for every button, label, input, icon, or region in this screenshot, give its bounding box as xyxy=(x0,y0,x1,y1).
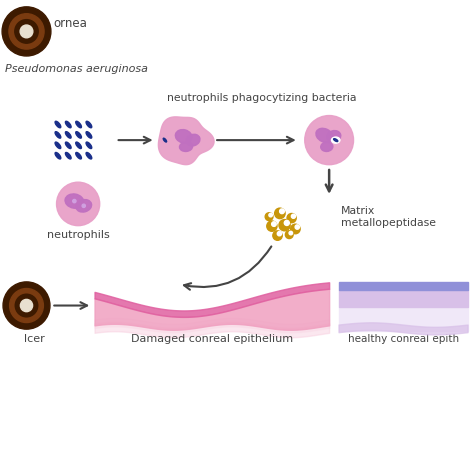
Circle shape xyxy=(15,19,38,43)
Bar xyxy=(338,290,467,307)
Ellipse shape xyxy=(76,121,82,128)
Text: neutrophils: neutrophils xyxy=(47,230,109,240)
Text: ornea: ornea xyxy=(53,17,87,30)
Ellipse shape xyxy=(65,132,71,138)
Polygon shape xyxy=(158,117,214,164)
Text: Matrix
metallopeptidase: Matrix metallopeptidase xyxy=(341,206,436,228)
Ellipse shape xyxy=(175,129,192,143)
Circle shape xyxy=(2,7,51,56)
Text: healthy conreal epith: healthy conreal epith xyxy=(348,334,459,344)
Ellipse shape xyxy=(334,139,338,142)
Circle shape xyxy=(280,209,284,214)
Ellipse shape xyxy=(86,121,92,128)
Circle shape xyxy=(292,214,295,219)
Circle shape xyxy=(277,232,282,236)
Circle shape xyxy=(289,231,292,235)
Circle shape xyxy=(9,14,44,49)
Circle shape xyxy=(291,224,300,234)
Ellipse shape xyxy=(76,142,82,148)
Ellipse shape xyxy=(331,137,340,143)
Ellipse shape xyxy=(76,132,82,138)
Ellipse shape xyxy=(65,194,84,208)
Text: lcer: lcer xyxy=(24,334,45,344)
Circle shape xyxy=(279,219,290,231)
Circle shape xyxy=(272,222,276,227)
Ellipse shape xyxy=(65,153,71,159)
Ellipse shape xyxy=(55,142,61,148)
Circle shape xyxy=(273,231,282,240)
Bar xyxy=(338,282,467,290)
Circle shape xyxy=(305,116,354,164)
Ellipse shape xyxy=(321,142,333,152)
Ellipse shape xyxy=(316,128,333,143)
Ellipse shape xyxy=(65,121,71,128)
Ellipse shape xyxy=(55,132,61,138)
Ellipse shape xyxy=(55,121,61,128)
Ellipse shape xyxy=(163,138,166,142)
Ellipse shape xyxy=(55,153,61,159)
Ellipse shape xyxy=(76,153,82,159)
Circle shape xyxy=(20,300,33,312)
Circle shape xyxy=(295,225,300,229)
Circle shape xyxy=(284,220,289,226)
Circle shape xyxy=(82,204,85,208)
Ellipse shape xyxy=(186,134,200,146)
Circle shape xyxy=(285,231,293,238)
Circle shape xyxy=(274,208,285,219)
Text: Pseudomonas aeruginosa: Pseudomonas aeruginosa xyxy=(5,64,148,74)
Ellipse shape xyxy=(76,200,91,212)
Ellipse shape xyxy=(65,142,71,148)
Circle shape xyxy=(73,200,76,203)
Circle shape xyxy=(56,182,100,226)
Circle shape xyxy=(15,294,38,317)
Circle shape xyxy=(20,25,33,38)
Circle shape xyxy=(269,213,273,217)
Circle shape xyxy=(265,213,273,220)
Circle shape xyxy=(287,213,296,223)
Text: neutrophils phagocytizing bacteria: neutrophils phagocytizing bacteria xyxy=(167,92,357,102)
Circle shape xyxy=(9,289,44,322)
Bar xyxy=(338,307,467,331)
Ellipse shape xyxy=(327,130,341,142)
Ellipse shape xyxy=(86,132,92,138)
Ellipse shape xyxy=(86,153,92,159)
Ellipse shape xyxy=(180,142,192,152)
Text: Damaged conreal epithelium: Damaged conreal epithelium xyxy=(131,334,293,344)
Circle shape xyxy=(3,282,50,329)
Ellipse shape xyxy=(86,142,92,148)
Circle shape xyxy=(267,221,277,231)
